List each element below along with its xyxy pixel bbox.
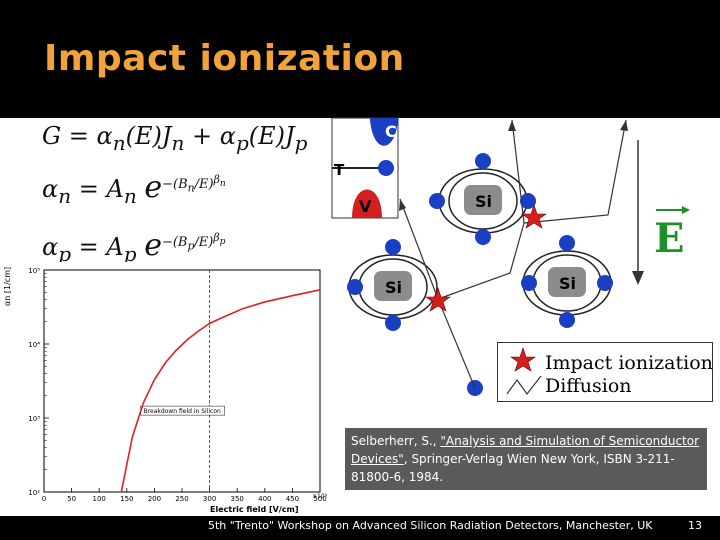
slide-footer: 5th "Trento" Workshop on Advanced Silico… (0, 516, 720, 540)
si-atom-right: Si (521, 235, 613, 328)
field-label: E (654, 215, 685, 262)
page-number: 13 (688, 519, 702, 532)
x-tick-label: 100 (93, 495, 106, 503)
legend-star-icon (510, 347, 536, 372)
y-tick-label: 10² (28, 489, 40, 497)
y-axis-ticks: 10² 10³ 10⁴ 10⁵ (28, 267, 49, 497)
breakdown-annotation: Breakdown field in Silicon (144, 408, 221, 415)
ionization-coefficient-chart: 10² 10³ 10⁴ 10⁵ 0 50 100 150 200 250 300 350 400 450… (0, 262, 345, 520)
y-tick-label: 10⁴ (28, 341, 40, 349)
x-tick-label: 400 (258, 495, 271, 503)
x-tick-label: 0 (42, 495, 46, 503)
x-tick-label: 500 (313, 495, 326, 503)
x-axis-label: Electric field [V/cm] (210, 505, 299, 514)
trajectory-arrowheads (399, 120, 628, 211)
si-atom-top: Si (429, 153, 536, 245)
band-diagram: C V T (331, 117, 399, 219)
x-tick-label: 50 (67, 495, 76, 503)
x-tick-label: 350 (231, 495, 244, 503)
y-tick-label: 10³ (28, 415, 40, 423)
legend-zigzag-icon (506, 375, 542, 396)
legend-icons (506, 347, 542, 396)
reference-details: , Springer-Verlag Wien New York, ISBN 3-… (351, 452, 675, 484)
x-tick-label: 150 (120, 495, 133, 503)
x-axis-ticks: 0 50 100 150 200 250 300 350 400 450 500 (42, 488, 327, 503)
trap-label: T (334, 161, 345, 179)
x-tick-label: 300 (203, 495, 216, 503)
electron-trajectories (399, 119, 627, 389)
diagram-legend (497, 342, 713, 402)
alpha-p-equation: αp = Ap e−(Bp/E)βp (42, 228, 226, 266)
si-label-left: Si (385, 278, 402, 297)
footer-text: 5th "Trento" Workshop on Advanced Silico… (208, 519, 653, 532)
slide-header: Impact ionization (0, 0, 720, 118)
valence-band-label: V (359, 197, 372, 216)
reference-box: Selberherr, S., "Analysis and Simulation… (345, 428, 707, 490)
x-scale-label: ×10³ (312, 493, 328, 500)
x-tick-label: 250 (175, 495, 188, 503)
electric-field-arrow: E (632, 140, 690, 285)
x-tick-label: 200 (148, 495, 161, 503)
reference-link[interactable]: "Analysis and Simulation of Semiconducto… (351, 434, 700, 466)
conduction-band-label: C (385, 122, 397, 141)
alpha-n-curve (120, 289, 321, 493)
slide-title: Impact ionization (44, 38, 405, 79)
impact-star-left (425, 287, 451, 312)
si-label-top: Si (475, 192, 492, 211)
impact-ionization-diagram: C V T Si Si Si (331, 117, 690, 396)
impact-star-top (521, 204, 547, 229)
reference-author: Selberherr, S., (351, 434, 441, 448)
alpha-n-equation: αn = An e−(Bn/E)βn (42, 170, 226, 208)
si-atom-left: Si (347, 239, 438, 331)
x-tick-label: 450 (286, 495, 299, 503)
generation-equation: G = αn(E)Jn + αp(E)Jp (42, 122, 308, 155)
legend-diffusion-label: Diffusion (545, 375, 632, 397)
y-axis-label: αn [1/cm] (3, 267, 12, 306)
legend-impact-label: Impact ionization (545, 352, 713, 374)
si-label-right: Si (559, 274, 576, 293)
trap-electron (378, 160, 394, 176)
y-tick-label: 10⁵ (28, 267, 40, 275)
